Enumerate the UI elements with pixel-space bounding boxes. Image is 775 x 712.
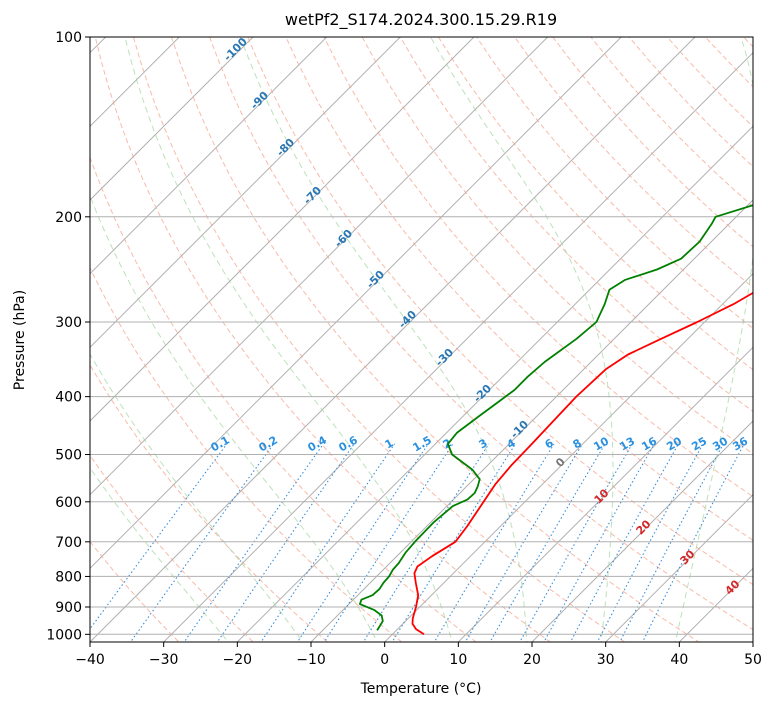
y-tick-label: 800	[55, 569, 82, 585]
y-tick-label: 200	[55, 210, 82, 226]
y-tick-label: 300	[55, 315, 82, 331]
x-tick-label: −20	[223, 652, 253, 668]
x-tick-label: 10	[449, 652, 467, 668]
y-tick-label: 700	[55, 535, 82, 551]
x-tick-label: −40	[75, 652, 105, 668]
y-tick-label: 100	[55, 30, 82, 46]
x-tick-label: −10	[296, 652, 326, 668]
x-tick-label: 30	[597, 652, 615, 668]
x-axis-label: Temperature (°C)	[360, 681, 482, 697]
x-tick-label: 0	[380, 652, 389, 668]
y-tick-label: 600	[55, 495, 82, 511]
y-tick-label: 900	[55, 600, 82, 616]
chart-title: wetPf2_S174.2024.300.15.29.R19	[285, 10, 557, 30]
y-tick-label: 400	[55, 390, 82, 406]
y-axis-label: Pressure (hPa)	[12, 290, 28, 390]
x-tick-label: 20	[523, 652, 541, 668]
x-tick-label: 40	[670, 652, 688, 668]
x-tick-label: 50	[744, 652, 762, 668]
y-tick-label: 1000	[46, 627, 82, 643]
y-tick-label: 500	[55, 448, 82, 464]
x-tick-label: −30	[149, 652, 179, 668]
